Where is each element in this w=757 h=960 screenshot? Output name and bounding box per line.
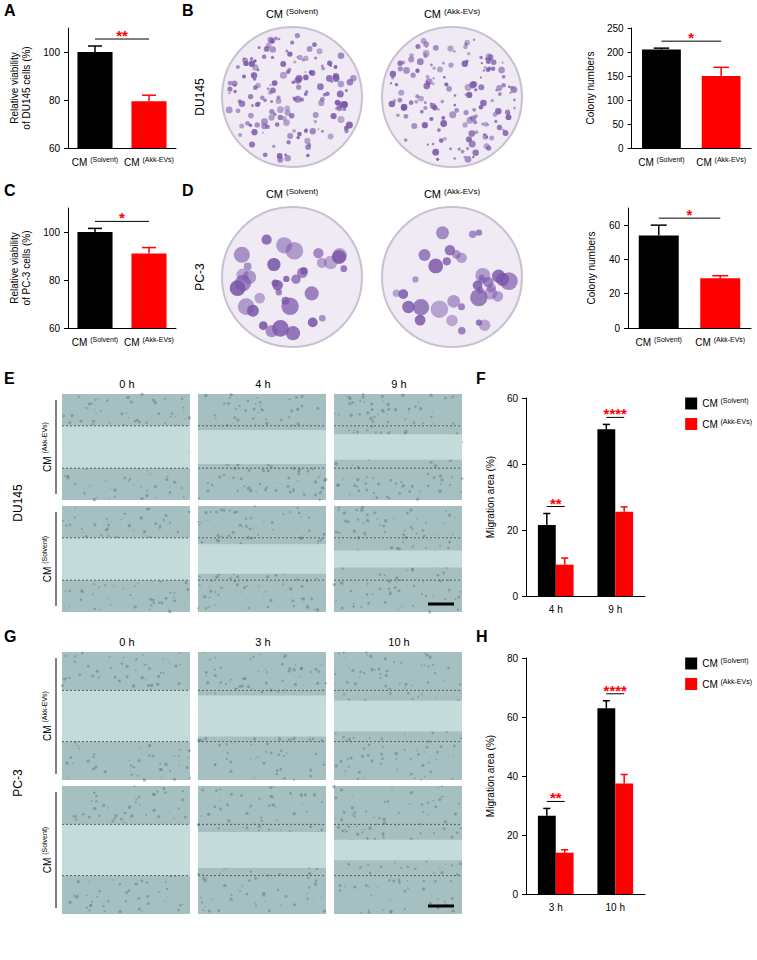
svg-text:G: G — [4, 628, 16, 645]
svg-text:9 h: 9 h — [608, 604, 622, 615]
svg-text:CM: CM — [72, 157, 90, 168]
svg-text:Relative viability: Relative viability — [9, 232, 20, 304]
svg-text:80: 80 — [49, 275, 61, 286]
svg-text:CM (Solvent): CM (Solvent) — [266, 7, 319, 20]
svg-text:(Akk-EVs): (Akk-EVs) — [142, 336, 174, 344]
svg-text:of DU145 cells (%): of DU145 cells (%) — [21, 46, 32, 129]
svg-text:150: 150 — [607, 71, 624, 82]
svg-text:of PC-3 cells (%): of PC-3 cells (%) — [21, 230, 32, 305]
svg-text:60: 60 — [609, 220, 621, 231]
svg-text:250: 250 — [607, 23, 624, 34]
svg-text:4 h: 4 h — [255, 378, 270, 390]
svg-text:50: 50 — [612, 119, 624, 130]
svg-text:D: D — [182, 182, 194, 199]
svg-text:CM (Solvent): CM (Solvent) — [41, 536, 53, 582]
svg-text:60: 60 — [49, 143, 61, 154]
svg-text:CM: CM — [702, 658, 720, 669]
svg-text:10 h: 10 h — [606, 902, 625, 913]
svg-text:100: 100 — [43, 227, 60, 238]
svg-text:CM (Solvent): CM (Solvent) — [41, 827, 53, 873]
svg-text:CM (Akk-EVs): CM (Akk-EVs) — [424, 7, 481, 20]
svg-text:80: 80 — [49, 95, 61, 106]
svg-text:DU145: DU145 — [11, 484, 25, 522]
svg-text:20: 20 — [507, 525, 519, 536]
svg-text:60: 60 — [49, 323, 61, 334]
svg-text:**: ** — [550, 789, 562, 806]
svg-text:B: B — [182, 2, 194, 19]
svg-text:80: 80 — [507, 653, 519, 664]
svg-text:Colony numbers: Colony numbers — [585, 52, 596, 125]
svg-text:CM: CM — [636, 337, 654, 348]
svg-text:3 h: 3 h — [255, 636, 270, 648]
svg-text:**: ** — [550, 495, 562, 512]
svg-text:(Akk-EVs): (Akk-EVs) — [715, 156, 747, 164]
svg-text:(Solvent): (Solvent) — [657, 156, 685, 164]
svg-text:*: * — [688, 29, 694, 46]
svg-text:F: F — [476, 370, 486, 387]
svg-text:(Solvent): (Solvent) — [90, 336, 118, 344]
svg-text:PC-3: PC-3 — [193, 263, 207, 291]
svg-text:CM: CM — [702, 419, 720, 430]
svg-text:CM: CM — [696, 157, 714, 168]
svg-text:(Solvent): (Solvent) — [90, 156, 118, 164]
svg-text:CM: CM — [702, 398, 720, 409]
svg-text:60: 60 — [507, 712, 519, 723]
svg-text:0 h: 0 h — [119, 636, 134, 648]
svg-text:(Akk-EVs): (Akk-EVs) — [714, 336, 746, 344]
svg-text:(Akk-EVs): (Akk-EVs) — [721, 418, 753, 426]
svg-text:CM: CM — [638, 157, 656, 168]
svg-text:(Akk-EVs): (Akk-EVs) — [142, 156, 174, 164]
svg-text:H: H — [476, 628, 488, 645]
svg-text:A: A — [4, 2, 16, 19]
svg-text:Colony numbers: Colony numbers — [586, 232, 597, 305]
svg-text:0: 0 — [512, 591, 518, 602]
svg-text:PC-3: PC-3 — [11, 769, 25, 797]
svg-text:100: 100 — [43, 47, 60, 58]
svg-text:CM: CM — [124, 337, 142, 348]
svg-text:CM (Akk-EVs): CM (Akk-EVs) — [41, 691, 53, 741]
svg-text:E: E — [4, 370, 15, 387]
svg-text:CM: CM — [702, 679, 720, 690]
svg-text:*: * — [119, 209, 125, 226]
svg-text:*: * — [687, 206, 693, 223]
svg-text:CM (Akk-EVs): CM (Akk-EVs) — [424, 187, 481, 200]
svg-text:60: 60 — [507, 393, 519, 404]
svg-text:4 h: 4 h — [549, 604, 563, 615]
svg-text:CM: CM — [124, 157, 142, 168]
svg-text:Migration area (%): Migration area (%) — [485, 735, 496, 817]
svg-text:(Solvent): (Solvent) — [654, 336, 682, 344]
svg-text:200: 200 — [607, 47, 624, 58]
svg-text:9 h: 9 h — [391, 378, 406, 390]
svg-text:0: 0 — [618, 143, 624, 154]
svg-text:20: 20 — [609, 288, 621, 299]
svg-text:0 h: 0 h — [119, 378, 134, 390]
svg-text:40: 40 — [507, 771, 519, 782]
svg-text:DU145: DU145 — [193, 78, 207, 116]
svg-text:40: 40 — [507, 459, 519, 470]
svg-text:0: 0 — [512, 889, 518, 900]
svg-text:100: 100 — [607, 95, 624, 106]
svg-text:CM (Akk-EVs): CM (Akk-EVs) — [41, 422, 53, 472]
svg-text:10 h: 10 h — [388, 636, 409, 648]
svg-text:CM: CM — [72, 337, 90, 348]
svg-text:40: 40 — [609, 254, 621, 265]
svg-text:CM (Solvent): CM (Solvent) — [266, 187, 319, 200]
svg-text:Relative viability: Relative viability — [9, 52, 20, 124]
svg-text:CM: CM — [695, 337, 713, 348]
svg-text:20: 20 — [507, 830, 519, 841]
svg-text:3 h: 3 h — [549, 902, 563, 913]
svg-text:**: ** — [116, 27, 128, 44]
svg-text:(Solvent): (Solvent) — [721, 397, 749, 405]
svg-text:C: C — [4, 182, 16, 199]
svg-text:(Akk-EVs): (Akk-EVs) — [721, 678, 753, 686]
svg-text:****: **** — [604, 405, 628, 422]
svg-text:0: 0 — [614, 323, 620, 334]
svg-text:(Solvent): (Solvent) — [721, 657, 749, 665]
svg-text:Migration area (%): Migration area (%) — [485, 456, 496, 538]
svg-text:****: **** — [604, 682, 628, 699]
